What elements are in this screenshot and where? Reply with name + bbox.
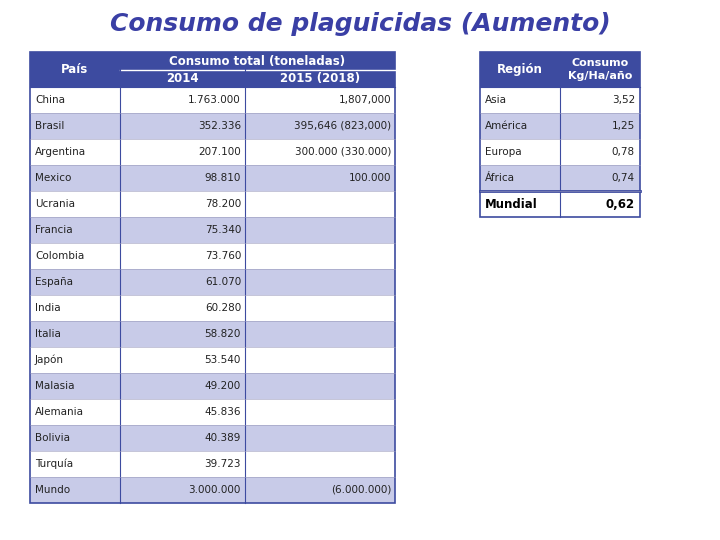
Bar: [30, 347, 395, 373]
Text: 1,807,000: 1,807,000: [338, 95, 391, 105]
Text: Consumo
Kg/Ha/año: Consumo Kg/Ha/año: [568, 58, 632, 80]
Text: Francia: Francia: [35, 225, 73, 235]
Text: 58.820: 58.820: [204, 329, 241, 339]
Bar: [480, 139, 640, 165]
Bar: [30, 399, 395, 425]
Bar: [30, 243, 395, 269]
Text: España: España: [35, 277, 73, 287]
Text: Región: Región: [497, 63, 543, 76]
Text: Europa: Europa: [485, 147, 521, 157]
Text: 2014: 2014: [166, 72, 199, 85]
Bar: [480, 52, 640, 217]
Text: 207.100: 207.100: [198, 147, 241, 157]
Bar: [120, 52, 395, 70]
Text: América: América: [485, 121, 528, 131]
Text: 49.200: 49.200: [204, 381, 241, 391]
Bar: [30, 165, 395, 191]
Bar: [30, 217, 395, 243]
Text: 61.070: 61.070: [204, 277, 241, 287]
Text: 0,62: 0,62: [606, 198, 635, 211]
Text: 73.760: 73.760: [204, 251, 241, 261]
Text: 395,646 (823,000): 395,646 (823,000): [294, 121, 391, 131]
Text: Mundial: Mundial: [485, 198, 538, 211]
Text: Italia: Italia: [35, 329, 61, 339]
Text: 3.000.000: 3.000.000: [189, 485, 241, 495]
Bar: [480, 191, 640, 217]
Text: Alemania: Alemania: [35, 407, 84, 417]
Bar: [30, 191, 395, 217]
Bar: [30, 321, 395, 347]
Text: 60.280: 60.280: [204, 303, 241, 313]
Text: 0,78: 0,78: [612, 147, 635, 157]
Text: 2015 (2018): 2015 (2018): [280, 72, 360, 85]
Text: 352.336: 352.336: [198, 121, 241, 131]
Text: Japón: Japón: [35, 355, 64, 365]
Bar: [30, 373, 395, 399]
Bar: [30, 425, 395, 451]
Text: 75.340: 75.340: [204, 225, 241, 235]
Text: País: País: [61, 63, 89, 76]
Text: 39.723: 39.723: [204, 459, 241, 469]
Text: Ucrania: Ucrania: [35, 199, 75, 209]
Text: Turquía: Turquía: [35, 459, 73, 469]
Text: 300.000 (330.000): 300.000 (330.000): [294, 147, 391, 157]
Bar: [30, 52, 395, 503]
Bar: [30, 52, 120, 87]
Text: 1.763.000: 1.763.000: [188, 95, 241, 105]
Text: 100.000: 100.000: [348, 173, 391, 183]
Text: 1,25: 1,25: [612, 121, 635, 131]
Text: (6.000.000): (6.000.000): [330, 485, 391, 495]
Text: India: India: [35, 303, 60, 313]
Bar: [30, 113, 395, 139]
Bar: [30, 269, 395, 295]
Bar: [120, 70, 245, 87]
Text: 40.389: 40.389: [204, 433, 241, 443]
Text: Consumo total (toneladas): Consumo total (toneladas): [169, 55, 346, 68]
Bar: [480, 52, 560, 87]
Text: África: África: [485, 173, 515, 183]
Bar: [30, 87, 395, 113]
Text: Argentina: Argentina: [35, 147, 86, 157]
Bar: [245, 70, 395, 87]
Text: Bolivia: Bolivia: [35, 433, 70, 443]
Text: 78.200: 78.200: [204, 199, 241, 209]
Bar: [30, 477, 395, 503]
Bar: [480, 87, 640, 113]
Text: China: China: [35, 95, 65, 105]
Text: Mundo: Mundo: [35, 485, 70, 495]
Text: 45.836: 45.836: [204, 407, 241, 417]
Text: 3,52: 3,52: [612, 95, 635, 105]
Bar: [560, 52, 640, 87]
Text: Colombia: Colombia: [35, 251, 84, 261]
Text: 0,74: 0,74: [612, 173, 635, 183]
Text: Mexico: Mexico: [35, 173, 71, 183]
Bar: [480, 113, 640, 139]
Bar: [30, 295, 395, 321]
Bar: [30, 451, 395, 477]
Bar: [480, 165, 640, 191]
Text: Malasia: Malasia: [35, 381, 74, 391]
Text: Consumo de plaguicidas (Aumento): Consumo de plaguicidas (Aumento): [109, 12, 611, 36]
Text: Asia: Asia: [485, 95, 507, 105]
Text: Brasil: Brasil: [35, 121, 64, 131]
Text: 98.810: 98.810: [204, 173, 241, 183]
Bar: [30, 139, 395, 165]
Text: 53.540: 53.540: [204, 355, 241, 365]
